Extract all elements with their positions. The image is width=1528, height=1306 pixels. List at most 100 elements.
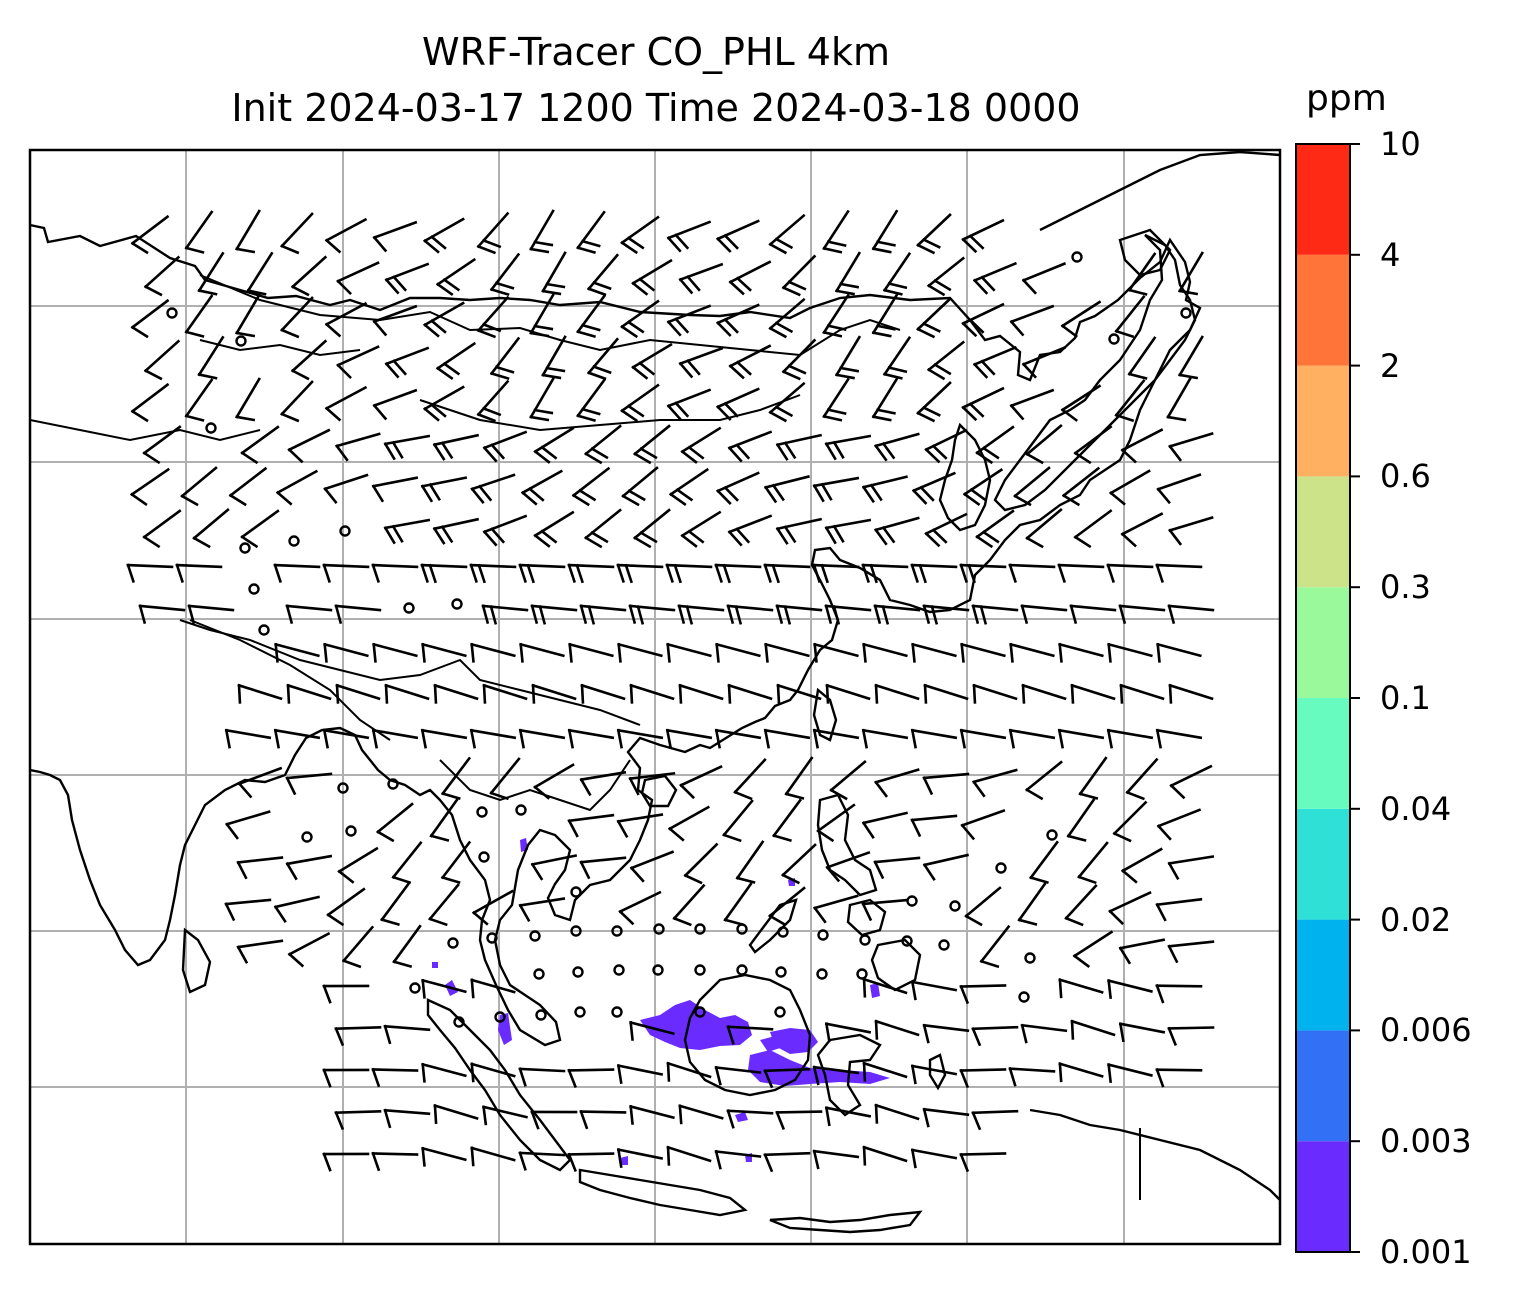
wind-barb [1009,388,1055,421]
wind-barb [579,856,627,880]
wind-barb [629,850,675,883]
wind-barb [383,1024,431,1045]
wind-barb-calm [572,966,584,978]
wind-barb [482,683,528,704]
wind-barb [726,1025,774,1045]
wind-barb [130,382,170,423]
wind-barb [529,377,555,422]
wind-barb [668,467,710,507]
wind-barb [975,509,1015,549]
wind-barb [862,1145,908,1166]
wind-barb [1120,428,1164,464]
wind-barb [728,344,772,380]
map-title-line2: Init 2024-03-17 1200 Time 2024-03-18 000… [231,86,1081,130]
wind-barb [735,840,765,884]
wind-barb [1020,1023,1068,1044]
wind-barb [246,251,274,296]
wind-barb [916,213,952,255]
wind-barb [616,813,664,839]
wind-barb [280,296,314,339]
wind-barb [1064,883,1098,927]
wind-barb [192,508,230,549]
wind-barb [224,898,272,922]
coastline-hainan [640,774,678,808]
wind-barb-calm [859,934,871,946]
wind-barb-calm [533,968,545,980]
wind-barb [576,210,606,254]
coastline-mainland [30,223,1202,1047]
wind-barb [335,683,381,704]
wind-barb [285,604,333,625]
wind-barb [678,262,724,295]
wind-barb [910,1148,958,1169]
wind-barb [629,683,675,704]
wind-barb [322,728,370,749]
wind-barb [1021,262,1067,295]
colorbar-segment [1296,254,1350,366]
wind-barb [763,563,811,584]
wind-barb [971,768,1018,798]
colorbar-segment [1296,1141,1350,1252]
wind-barb [862,1061,908,1082]
wind-barb [567,813,615,838]
wind-barb [273,895,320,923]
colorbar-segment [1296,144,1350,255]
wind-barb [1107,1063,1153,1084]
wind-barb [873,856,921,880]
map-frame [28,148,1282,1246]
tracer-blob [640,1000,752,1050]
wind-barb-calm [653,923,665,935]
coastline-java [578,1168,748,1217]
wind-barb [910,728,958,749]
wind-barb [834,335,862,380]
wind-barb [874,683,920,704]
wind-barb [1021,346,1067,379]
wind-barb [1167,604,1215,625]
wind-barb [1119,683,1165,704]
wind-barb-calm [288,535,300,547]
wind-barb [541,335,567,380]
wind-barb [768,297,806,339]
wind-barb [763,1151,811,1173]
coastline-luzon [816,793,878,897]
wind-barb [384,346,430,379]
wind-barb [1070,683,1116,704]
wind-barb [274,642,320,663]
coastline-japan [993,233,1197,512]
wind-barb [1168,683,1214,704]
colorbar [1295,143,1360,1253]
wind-barb [824,518,872,545]
wind-barb-calm [574,1006,586,1018]
wind-barb [384,262,430,295]
wind-barb [683,842,719,885]
wind-barb [822,377,850,422]
wind-barb [616,728,664,749]
colorbar-segment [1296,365,1350,477]
wind-barb [476,211,510,255]
wind-barb [371,476,419,503]
wind-barb [834,251,862,296]
wind-barb [371,563,419,583]
wind-barb [579,770,627,797]
wind-barb-calm [239,542,251,554]
wind-barb [584,424,622,465]
coastline-palawan [748,898,798,954]
wind-barb [1118,604,1166,625]
wind-barb [861,898,909,922]
wind-barb [571,466,611,507]
wind-barb [130,298,170,339]
wind-barb [882,252,912,296]
wind-barb [910,563,958,584]
wind-barb [1069,604,1117,625]
wind-barb-calm [938,939,950,951]
wind-barb [1107,979,1153,1000]
wind-barb [727,514,773,547]
wind-barb [322,563,370,583]
map-plot-area [30,150,1280,1244]
wind-barb [567,563,615,584]
wind-barb [971,1025,1019,1047]
wind-barb [776,683,822,704]
wind-barb [871,377,899,422]
wind-barb [911,471,956,505]
wind-barb [667,805,710,842]
